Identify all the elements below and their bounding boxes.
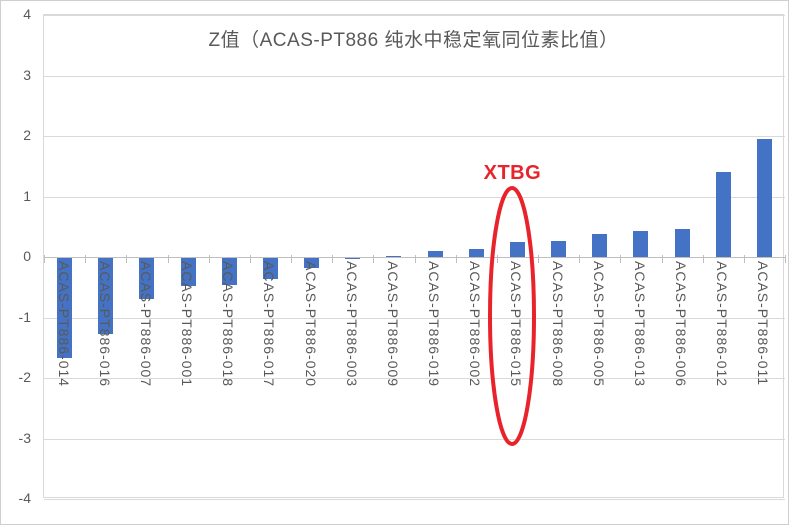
bar-ACAS-PT886-013	[633, 230, 649, 257]
x-axis-category-label: ACAS-PT886-005	[590, 261, 607, 388]
y-axis-tick-label: -2	[18, 369, 31, 385]
x-axis-tick	[579, 255, 581, 263]
bar-ACAS-PT886-020	[304, 258, 320, 269]
bar-ACAS-PT886-007	[139, 258, 155, 299]
plot-area	[43, 14, 786, 500]
bar-ACAS-PT886-016	[98, 258, 114, 334]
gridline	[44, 15, 785, 16]
x-axis-tick	[785, 255, 786, 263]
bar-ACAS-PT886-017	[262, 258, 278, 279]
bar-ACAS-PT886-012	[715, 172, 731, 257]
x-axis-tick	[249, 255, 251, 263]
x-axis-tick	[291, 255, 292, 263]
x-axis-category-label: ACAS-PT886-019	[426, 261, 443, 388]
x-axis-tick	[455, 255, 457, 263]
x-axis-category-label: ACAS-PT886-006	[673, 261, 690, 388]
y-axis-tick-label: 1	[23, 187, 31, 204]
x-axis-tick	[538, 255, 539, 263]
x-axis-category-label: ACAS-PT886-007	[137, 261, 154, 388]
x-axis-tick	[702, 255, 704, 263]
y-axis-tick-label: 4	[23, 6, 31, 22]
bar-ACAS-PT886-002	[468, 248, 484, 257]
x-axis-tick	[126, 255, 128, 263]
x-axis-category-label: ACAS-PT886-001	[179, 261, 196, 388]
x-axis-tick	[661, 255, 663, 263]
bar-ACAS-PT886-019	[427, 250, 443, 257]
bar-ACAS-PT886-014	[57, 258, 73, 358]
x-axis-tick	[743, 255, 745, 263]
x-axis-category-label: ACAS-PT886-009	[384, 261, 401, 388]
gridline	[44, 196, 785, 198]
bar-ACAS-PT886-015	[509, 241, 525, 257]
chart-title: Z值（ACAS-PT886 纯水中稳定氧同位素比值）	[208, 30, 619, 51]
bar-ACAS-PT886-009	[386, 256, 402, 257]
x-axis-category-label: ACAS-PT886-013	[631, 261, 648, 388]
x-axis-category-label: ACAS-PT886-003	[343, 261, 360, 388]
x-axis-category-label: ACAS-PT886-008	[549, 261, 566, 388]
x-axis-tick	[496, 255, 498, 263]
gridline	[44, 136, 785, 137]
bar-ACAS-PT886-001	[180, 258, 196, 286]
x-axis-category-label: ACAS-PT886-002	[467, 261, 484, 388]
x-axis-category-label: ACAS-PT886-012	[714, 261, 731, 388]
y-axis-tick-label: 3	[23, 66, 31, 83]
x-axis-category-label: ACAS-PT886-014	[55, 261, 72, 388]
bar-ACAS-PT886-018	[221, 258, 237, 286]
bar-ACAS-PT886-006	[674, 228, 690, 257]
bar-ACAS-PT886-003	[345, 258, 361, 259]
x-axis-tick	[208, 255, 210, 263]
bar-ACAS-PT886-011	[756, 139, 772, 257]
x-axis-tick	[85, 255, 87, 263]
x-axis-tick	[373, 255, 375, 263]
x-axis-category-label: ACAS-PT886-017	[261, 261, 278, 388]
highlight-ellipse	[488, 186, 537, 446]
y-axis-tick-label: 0	[23, 248, 31, 264]
x-axis-category-label: ACAS-PT886-016	[96, 261, 113, 388]
gridline	[44, 317, 785, 319]
x-axis-category-label: ACAS-PT886-020	[302, 261, 319, 388]
x-axis-category-label: ACAS-PT886-011	[755, 261, 772, 387]
gridline	[44, 499, 785, 500]
gridline	[44, 438, 785, 440]
bar-ACAS-PT886-005	[592, 234, 608, 257]
x-axis-category-label: ACAS-PT886-018	[220, 261, 237, 388]
x-axis-tick	[414, 255, 416, 263]
gridline	[44, 75, 785, 77]
annotation-label: XTBG	[483, 162, 542, 184]
gridline	[44, 378, 785, 379]
x-axis-tick	[44, 255, 45, 263]
y-axis-tick-label: 2	[23, 127, 31, 143]
x-axis-tick	[167, 255, 169, 263]
y-axis-tick-label: -4	[18, 490, 31, 506]
x-axis-tick	[620, 255, 622, 263]
y-axis-tick-label: -1	[18, 308, 31, 325]
x-axis-tick	[332, 255, 334, 263]
bar-ACAS-PT886-008	[551, 241, 567, 257]
y-axis-tick-label: -3	[18, 429, 31, 446]
